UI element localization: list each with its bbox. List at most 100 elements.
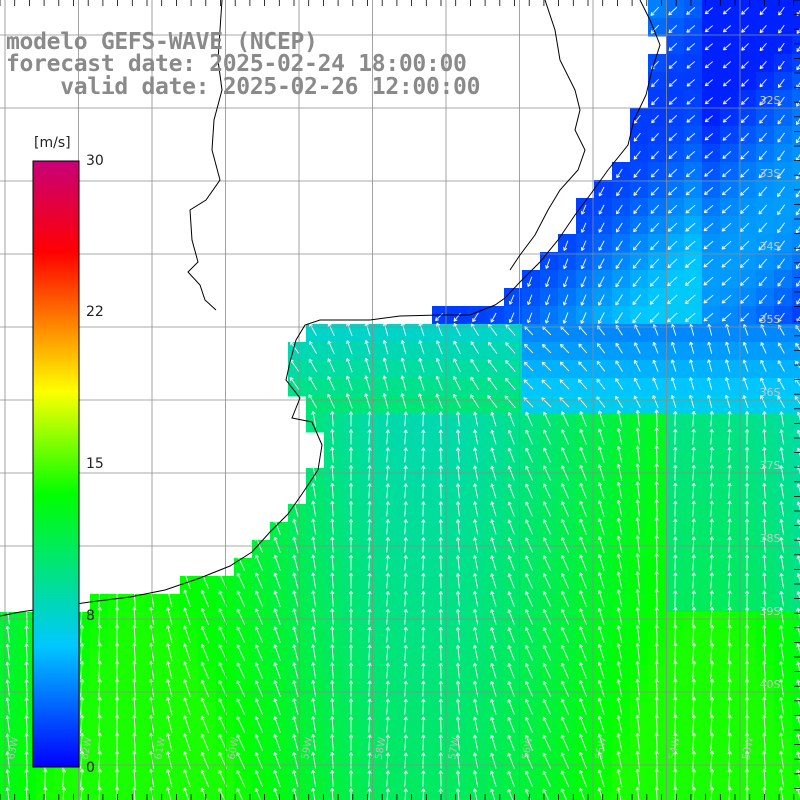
- wind-cell: [198, 792, 217, 800]
- wind-arrow: [508, 294, 515, 305]
- wind-arrow: [777, 222, 785, 233]
- wind-cell: [792, 576, 800, 595]
- wind-arrow: [580, 276, 587, 288]
- wind-cell: [792, 720, 800, 739]
- wind-arrow: [668, 186, 678, 196]
- wind-arrow: [668, 168, 678, 178]
- wind-arrow: [598, 204, 605, 215]
- wind-arrow: [686, 133, 696, 141]
- wind-arrow: [758, 222, 768, 233]
- wind-arrow: [758, 258, 768, 269]
- wind-arrow: [722, 97, 731, 105]
- wind-arrow: [722, 133, 732, 141]
- wind-arrow: [722, 168, 732, 178]
- wind-arrow: [704, 61, 714, 69]
- wind-arrow: [686, 7, 696, 15]
- wind-arrow: [703, 204, 714, 214]
- wind-arrow: [758, 150, 768, 161]
- wind-arrow: [632, 294, 642, 306]
- wind-cell: [792, 216, 800, 235]
- wind-arrow: [686, 61, 696, 69]
- wind-arrow: [796, 261, 800, 269]
- wind-arrow: [778, 6, 785, 16]
- wind-arrow: [527, 276, 533, 287]
- wind-arrow: [650, 258, 660, 269]
- wind-arrow: [721, 258, 732, 268]
- wind-arrow: [580, 294, 587, 306]
- wind-cell: [522, 792, 541, 800]
- wind-arrow: [740, 294, 750, 304]
- wind-arrow: [703, 258, 714, 268]
- wind-arrow: [667, 276, 678, 287]
- wind-cell: [792, 630, 800, 649]
- wind-arrow: [721, 222, 732, 232]
- latitude-label: 33S: [760, 167, 781, 180]
- wind-arrow: [759, 25, 767, 34]
- wind-arrow: [741, 97, 749, 105]
- wind-cell: [234, 792, 253, 800]
- wind-arrow: [777, 204, 786, 216]
- wind-arrow: [668, 6, 678, 16]
- wind-cell: [792, 126, 800, 145]
- wind-cell: [792, 540, 800, 559]
- wind-cell: [252, 792, 271, 800]
- wind-arrow: [721, 276, 732, 286]
- wind-arrow: [739, 222, 750, 232]
- wind-cell: [792, 504, 800, 523]
- wind-cell: [162, 792, 181, 800]
- wind-arrow: [633, 204, 641, 215]
- wind-cell: [306, 792, 325, 800]
- wind-arrow: [686, 43, 696, 51]
- wind-arrow: [650, 222, 660, 233]
- wind-arrow: [777, 186, 785, 197]
- wind-cell: [144, 792, 163, 800]
- wind-cell: [774, 792, 793, 800]
- wind-cell: [126, 792, 145, 800]
- wind-arrow: [649, 294, 660, 305]
- wind-arrow: [580, 204, 587, 215]
- wind-arrow: [795, 135, 800, 144]
- latitude-label: 34S: [760, 240, 781, 253]
- wind-cell: [792, 252, 800, 271]
- wind-arrow: [722, 7, 731, 15]
- wind-arrow: [759, 78, 767, 88]
- wind-arrow: [704, 79, 714, 87]
- wind-cell: [792, 90, 800, 109]
- wind-arrow: [722, 79, 731, 87]
- wind-arrow: [650, 168, 660, 178]
- wind-cell: [792, 774, 800, 793]
- wind-cell: [540, 792, 559, 800]
- wind-arrow: [741, 25, 749, 33]
- wind-arrow: [650, 186, 660, 196]
- wind-arrow: [739, 240, 750, 250]
- wind-arrow: [649, 276, 660, 287]
- wind-arrow: [650, 24, 660, 34]
- wind-arrow: [758, 204, 768, 215]
- wind-arrow: [633, 186, 641, 196]
- wind-arrow: [739, 258, 750, 268]
- wind-arrow: [562, 276, 569, 288]
- wind-arrow: [651, 132, 659, 142]
- title-forecast-date: forecast date: 2025-02-24 18:00:00: [6, 51, 467, 77]
- wind-cell: [792, 288, 800, 307]
- wind-arrow: [668, 115, 678, 123]
- wind-arrow: [615, 240, 623, 251]
- wind-arrow: [777, 168, 785, 179]
- wind-arrow: [668, 79, 678, 87]
- wind-arrow: [758, 240, 768, 251]
- wind-arrow: [668, 43, 678, 52]
- wind-cell: [792, 684, 800, 703]
- wind-cell: [486, 792, 505, 800]
- wind-arrow: [651, 114, 659, 124]
- wind-cell: [792, 378, 800, 397]
- wind-arrow: [616, 186, 623, 197]
- colorbar-tick-22: 22: [86, 304, 104, 320]
- wind-arrow: [721, 294, 732, 304]
- wind-arrow: [632, 240, 642, 251]
- wind-arrow: [668, 61, 678, 69]
- wind-arrow: [759, 96, 767, 106]
- wind-arrow: [667, 222, 678, 232]
- wind-arrow: [740, 132, 750, 142]
- wind-arrow: [777, 96, 785, 107]
- wind-cell: [792, 594, 800, 613]
